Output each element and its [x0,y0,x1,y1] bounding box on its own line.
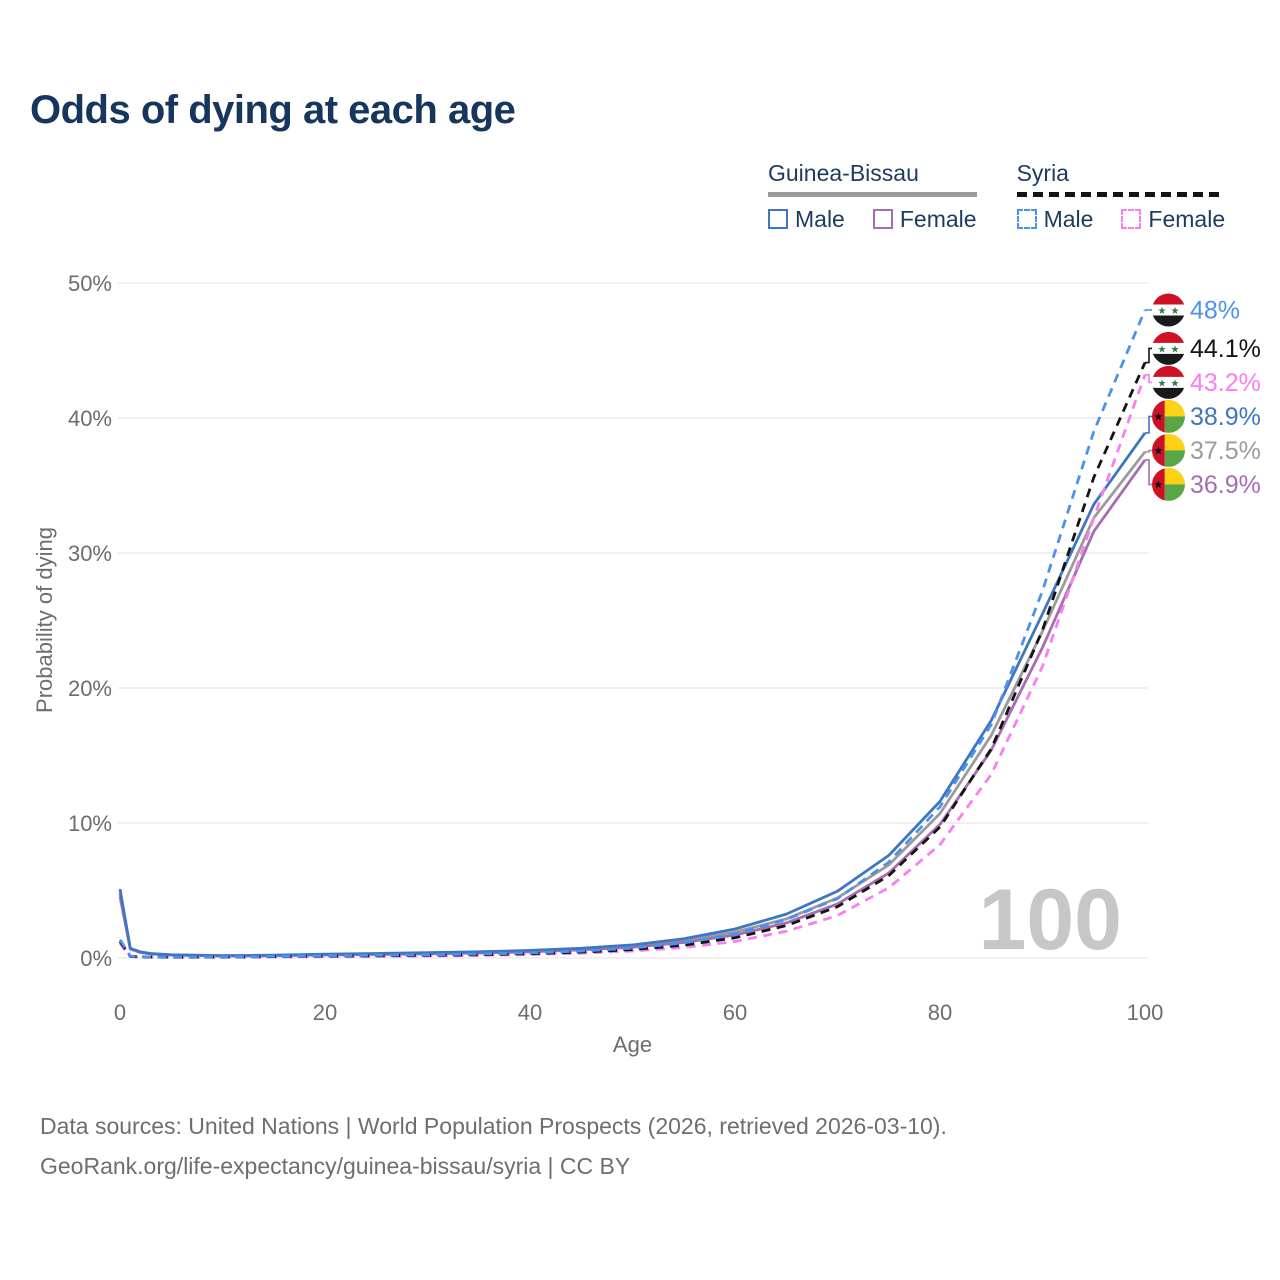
end-label-syria-total: 44.1% [1190,335,1261,363]
chart-canvas: 0% 10% 20% 30% 40% 50% 0 20 40 60 80 100 Age Probabil… [32,271,1261,1057]
footer: Data sources: United Nations | World Pop… [40,1106,947,1186]
legend-label-syria-female: Female [1148,205,1226,232]
y-tick-label: 40% [68,406,112,431]
footer-data-sources: Data sources: United Nations | World Pop… [40,1113,947,1139]
legend-label-syria-male: Male [1043,205,1094,232]
svg-text:★: ★ [1171,306,1180,317]
end-label-syria-male: 48% [1190,297,1240,325]
series-line-syria-female[interactable] [118,374,1147,959]
end-label-gb-male: 38.9% [1190,403,1261,431]
flag-guinea-bissau-icon: ★ [1152,433,1185,467]
flag-guinea-bissau-icon: ★ [1152,399,1185,433]
page-title: Odds of dying at each age [30,88,516,132]
y-tick-label: 20% [68,676,112,701]
x-tick-label: 40 [518,1000,542,1025]
legend-country-syria[interactable]: Syria [1016,160,1069,186]
flag-syria-icon: ★ ★ [1152,365,1185,399]
end-label-syria-female: 43.2% [1190,369,1261,397]
svg-text:★: ★ [1158,344,1167,355]
svg-text:★: ★ [1158,306,1167,317]
leader-line-syria-female [1145,374,1152,384]
x-tick-label: 60 [723,1000,747,1025]
leader-line-syria-total [1145,347,1152,364]
y-tick-label: 0% [80,946,112,971]
leader-line-gb-female [1145,459,1152,486]
svg-text:★: ★ [1171,378,1180,389]
leader-line-gb-total [1145,449,1152,453]
legend-country-guinea-bissau[interactable]: Guinea-Bissau [768,160,919,186]
flag-guinea-bissau-icon: ★ [1152,467,1185,501]
legend: Guinea-Bissau Male Female Syria Male [768,160,1226,233]
svg-text:★: ★ [1153,480,1163,492]
x-axis-title: Age [613,1032,652,1057]
syria-female-swatch-icon [1121,209,1142,229]
footer-attribution: GeoRank.org/life-expectancy/guinea-bissa… [40,1153,631,1179]
y-tick-label: 50% [68,271,112,296]
flag-syria-icon: ★ ★ [1152,293,1185,327]
y-tick-label: 10% [68,811,112,836]
x-tick-label: 100 [1127,1000,1164,1025]
x-tick-label: 0 [114,1000,126,1025]
legend-group-guinea-bissau: Guinea-Bissau Male Female [768,160,977,233]
gb-male-swatch-icon [768,209,788,229]
series-line-syria-male[interactable] [118,309,1147,959]
syria-total-line-swatch [1016,192,1226,197]
syria-male-swatch-icon [1016,209,1037,229]
legend-label-gb-female: Female [899,205,977,232]
guinea-bissau-total-line-swatch [768,192,977,197]
end-label-gb-total: 37.5% [1190,437,1261,465]
svg-text:★: ★ [1171,344,1180,355]
leader-line-gb-male [1145,415,1152,434]
series-line-gb-male[interactable] [118,432,1147,957]
y-tick-label: 30% [68,541,112,566]
end-label-gb-female: 36.9% [1190,471,1261,499]
x-tick-label: 80 [928,1000,952,1025]
series-line-syria-total[interactable] [118,362,1147,959]
legend-item-syria-male[interactable]: Male [1016,205,1094,233]
age-counter-watermark: 100 [979,872,1123,968]
legend-item-gb-male[interactable]: Male [768,206,845,233]
x-tick-label: 20 [313,1000,337,1025]
legend-group-syria: Syria Male Female [1016,160,1226,233]
flag-syria-icon: ★ ★ [1152,331,1185,365]
legend-item-gb-female[interactable]: Female [872,205,977,233]
legend-item-syria-female[interactable]: Female [1121,206,1225,233]
svg-text:★: ★ [1153,412,1163,424]
y-axis-title: Probability of dying [32,527,57,713]
legend-label-gb-male: Male [795,205,845,232]
svg-text:★: ★ [1158,378,1167,389]
gb-female-swatch-icon [872,209,893,229]
svg-text:★: ★ [1153,446,1163,458]
